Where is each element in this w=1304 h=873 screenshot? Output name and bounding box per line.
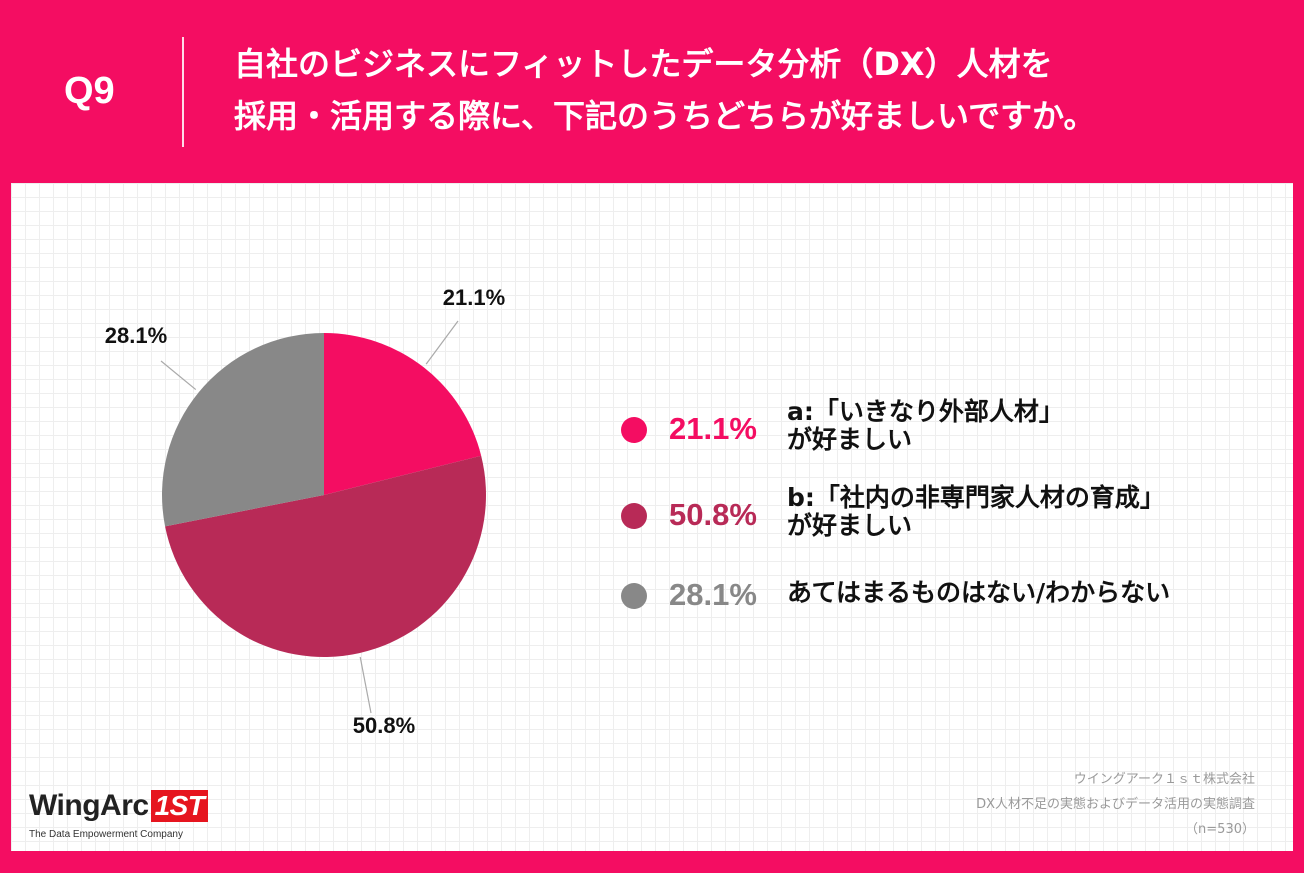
legend-dot-c [621, 583, 647, 609]
question-title-line2: 採用・活用する際に、下記のうちどちらが好ましいですか。 [234, 97, 1096, 135]
legend-label-b-line1: b:「社内の非専門家人材の育成」 [787, 483, 1165, 512]
legend-label-b: b:「社内の非専門家人材の育成」 が好ましい [787, 484, 1165, 540]
legend-label-a-line2: が好ましい [787, 425, 913, 454]
legend-label-a-line1: a:「いきなり外部人材」 [787, 397, 1064, 426]
legend-label-a: a:「いきなり外部人材」 が好ましい [787, 398, 1064, 454]
leader-line-b [359, 656, 372, 714]
question-title-line1: 自社のビジネスにフィットしたデータ分析（DX）人材を [234, 45, 1053, 83]
question-number: Q9 [64, 70, 115, 112]
pie-chart: 21.1% 50.8% 28.1% [105, 285, 505, 738]
slice-label-b: 50.8% [353, 713, 415, 738]
legend-dot-b [621, 503, 647, 529]
logo-badge: 1ST [150, 790, 209, 822]
legend-label-c: あてはまるものはない/わからない [787, 579, 1170, 607]
legend-value-b: 50.8% [669, 497, 757, 532]
chart-panel: 21.1% 50.8% 28.1% 21.1% a:「いきなり外部人材」 が好ましい… [11, 183, 1293, 851]
question-title: 自社のビジネスにフィットしたデータ分析（DX）人材を 採用・活用する際に、下記の… [234, 38, 1095, 142]
legend-value-a: 21.1% [669, 411, 757, 446]
pie-slice-b [165, 455, 486, 657]
source-note: ウイングアーク１ｓｔ株式会社 DX人材不足の実態およびデータ活用の実態調査 （n… [976, 767, 1255, 842]
slice-label-a: 21.1% [443, 285, 505, 310]
source-survey: DX人材不足の実態およびデータ活用の実態調査 [976, 797, 1255, 812]
logo-text: WingArc [29, 789, 149, 822]
legend-dot-a [621, 417, 647, 443]
source-company: ウイングアーク１ｓｔ株式会社 [1073, 772, 1255, 787]
header: Q9 自社のビジネスにフィットしたデータ分析（DX）人材を 採用・活用する際に、… [0, 0, 1304, 183]
legend-label-b-line2: が好ましい [787, 511, 913, 540]
logo-tagline: The Data Empowerment Company [29, 829, 183, 840]
logo-wordmark: WingArc 1ST [29, 789, 209, 823]
header-divider [182, 37, 184, 147]
leader-line-a [425, 320, 459, 365]
pie-slice-c [162, 333, 324, 527]
slice-label-c: 28.1% [105, 323, 167, 348]
source-sample-size: （n=530） [1185, 822, 1255, 837]
legend-label-c-line1: あてはまるものはない/わからない [787, 578, 1171, 607]
legend-value-c: 28.1% [669, 577, 757, 612]
leader-line-c [160, 360, 197, 391]
pie-slice-a [324, 333, 482, 495]
